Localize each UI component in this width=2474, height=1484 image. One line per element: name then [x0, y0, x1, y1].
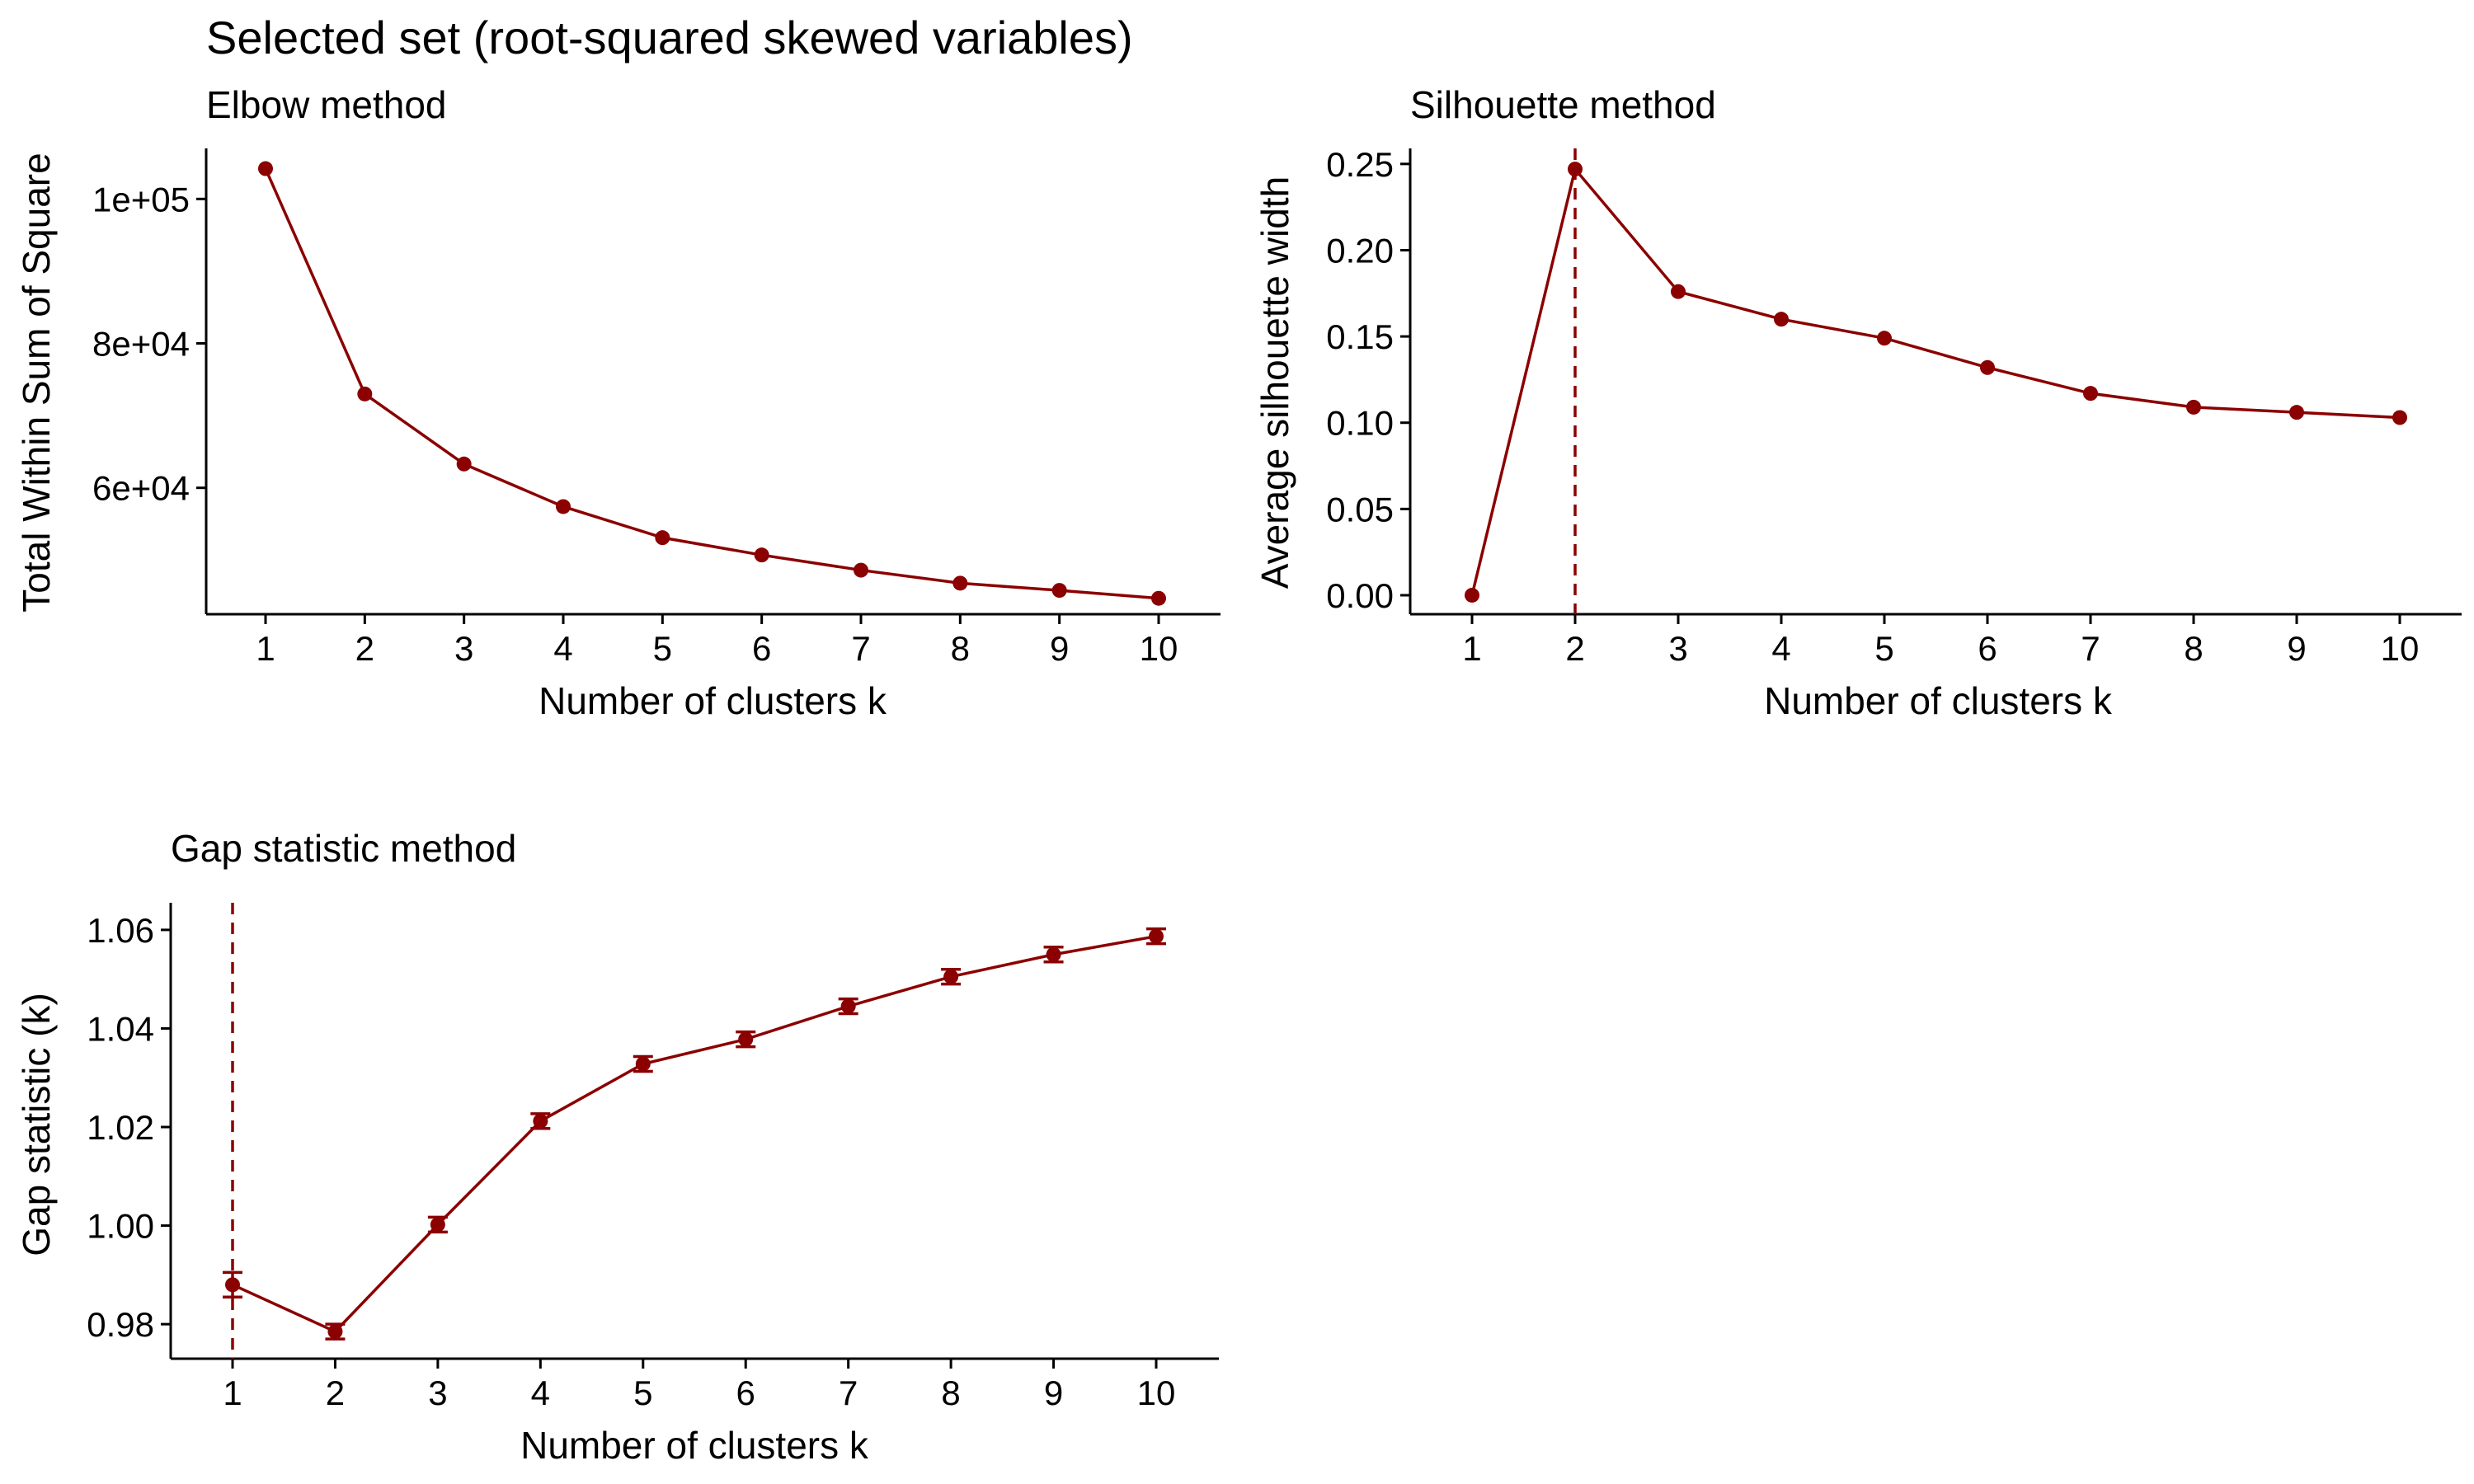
- elbow-x-tick-label: 10: [1140, 629, 1178, 668]
- silhouette-x-tick-label: 2: [1565, 629, 1584, 668]
- silhouette-y-tick-label: 0.10: [1326, 404, 1394, 443]
- gap-x-tick-label: 5: [633, 1374, 652, 1412]
- gap-x-tick-label: 8: [941, 1374, 960, 1412]
- silhouette-data-point: [1877, 331, 1892, 346]
- gap-x-axis-title: Number of clusters k: [520, 1424, 869, 1467]
- gap-y-tick-label: 1.06: [87, 911, 154, 950]
- elbow-x-tick-label: 4: [553, 629, 572, 668]
- gap-data-point: [635, 1056, 651, 1072]
- silhouette-data-point: [2083, 386, 2098, 402]
- silhouette-data-point: [2186, 399, 2201, 415]
- gap-data-point: [1046, 946, 1061, 962]
- elbow-data-point: [556, 499, 571, 514]
- elbow-series-line: [264, 167, 1159, 600]
- gap-data-point: [1149, 928, 1164, 944]
- elbow-data-point: [754, 547, 769, 563]
- gap-x-tick-label: 10: [1137, 1374, 1176, 1412]
- silhouette-series-line: [1470, 166, 2401, 596]
- silhouette-y-tick-label: 0.20: [1326, 231, 1394, 270]
- gap-x-tick-label: 7: [839, 1374, 858, 1412]
- elbow-x-tick-label: 3: [454, 629, 473, 668]
- silhouette-y-tick-label: 0.25: [1326, 145, 1394, 184]
- silhouette-y-axis-title: Average silhouette width: [1253, 176, 1296, 589]
- elbow-data-point: [854, 562, 868, 578]
- gap-title: Gap statistic method: [171, 827, 516, 870]
- silhouette-data-point: [1568, 162, 1583, 177]
- silhouette-data-point: [1774, 312, 1789, 327]
- silhouette-x-tick-label: 8: [2184, 629, 2203, 668]
- silhouette-x-tick-label: 9: [2287, 629, 2306, 668]
- elbow-data-point: [456, 456, 472, 472]
- elbow-y-axis-title: Total Within Sum of Square: [15, 153, 58, 612]
- gap-plot-area: 0.98 1.00 1.02 1.04 1.06 1 2 3 4 5 6 7 8 9 10: [87, 903, 1219, 1412]
- gap-data-point: [840, 998, 856, 1014]
- silhouette-data-point: [1465, 587, 1479, 603]
- gap-data-point: [943, 969, 959, 984]
- gap-series-line: [232, 934, 1157, 1334]
- elbow-x-tick-label: 1: [256, 629, 275, 668]
- silhouette-y-tick-label: 0.15: [1326, 317, 1394, 356]
- elbow-plot-area: 6e+04 8e+04 1e+05 1 2 3 4 5 6 7 8 9 10: [92, 148, 1221, 668]
- silhouette-data-point: [2289, 405, 2304, 420]
- silhouette-y-tick-label: 0.05: [1326, 490, 1394, 528]
- silhouette-x-tick-label: 10: [2381, 629, 2420, 668]
- elbow-x-tick-label: 5: [653, 629, 672, 668]
- silhouette-plot-area: 0.00 0.05 0.10 0.15 0.20 0.25 1 2 3 4 5 6 7 8 9 10: [1326, 145, 2462, 668]
- gap-x-tick-label: 6: [736, 1374, 755, 1412]
- silhouette-x-tick-label: 3: [1668, 629, 1687, 668]
- elbow-y-tick-label: 6e+04: [92, 469, 190, 508]
- silhouette-title: Silhouette method: [1410, 83, 1716, 126]
- gap-x-tick-label: 9: [1044, 1374, 1063, 1412]
- gap-data-point: [225, 1277, 240, 1293]
- elbow-x-tick-label: 9: [1050, 629, 1069, 668]
- gap-data-point: [430, 1217, 445, 1233]
- gap-y-tick-label: 1.00: [87, 1207, 154, 1246]
- silhouette-x-tick-label: 1: [1462, 629, 1481, 668]
- elbow-x-tick-label: 7: [851, 629, 870, 668]
- silhouette-data-point: [2392, 410, 2407, 425]
- elbow-data-point: [258, 161, 273, 176]
- silhouette-data-point: [1980, 359, 1995, 375]
- elbow-x-tick-label: 8: [951, 629, 970, 668]
- silhouette-x-tick-label: 4: [1771, 629, 1790, 668]
- elbow-data-point: [1051, 583, 1067, 599]
- gap-data-point: [738, 1031, 754, 1047]
- elbow-x-axis-title: Number of clusters k: [539, 679, 887, 722]
- silhouette-x-tick-label: 7: [2081, 629, 2100, 668]
- gap-x-tick-label: 2: [326, 1374, 345, 1412]
- panel-silhouette: Silhouette method Average silhouette wid…: [1253, 83, 2462, 722]
- gap-y-tick-label: 1.04: [87, 1009, 154, 1048]
- silhouette-y-tick-label: 0.00: [1326, 576, 1394, 615]
- elbow-y-tick-label: 1e+05: [92, 180, 190, 218]
- gap-data-point: [533, 1113, 548, 1129]
- silhouette-x-tick-label: 6: [1978, 629, 1997, 668]
- elbow-x-tick-label: 6: [752, 629, 771, 668]
- elbow-data-point: [952, 575, 968, 591]
- elbow-data-point: [655, 530, 670, 546]
- gap-x-tick-label: 1: [223, 1374, 242, 1412]
- gap-y-axis-title: Gap statistic (k): [15, 993, 58, 1256]
- elbow-title: Elbow method: [206, 83, 447, 126]
- gap-y-tick-label: 1.02: [87, 1108, 154, 1147]
- panel-gap: Gap statistic method Gap statistic (k) N…: [15, 827, 1219, 1467]
- gap-x-tick-label: 4: [531, 1374, 550, 1412]
- elbow-y-tick-label: 8e+04: [92, 325, 190, 364]
- silhouette-x-axis-title: Number of clusters k: [1764, 679, 2113, 722]
- gap-y-tick-label: 0.98: [87, 1305, 154, 1344]
- gap-data-point: [327, 1324, 343, 1340]
- figure-title: Selected set (root-squared skewed variab…: [206, 12, 1133, 63]
- elbow-data-point: [1151, 590, 1166, 606]
- elbow-x-tick-label: 2: [355, 629, 374, 668]
- panel-elbow: Elbow method Total Within Sum of Square …: [15, 83, 1221, 722]
- silhouette-x-tick-label: 5: [1874, 629, 1893, 668]
- silhouette-data-point: [1671, 284, 1686, 299]
- gap-x-tick-label: 3: [428, 1374, 447, 1412]
- elbow-data-point: [357, 386, 373, 402]
